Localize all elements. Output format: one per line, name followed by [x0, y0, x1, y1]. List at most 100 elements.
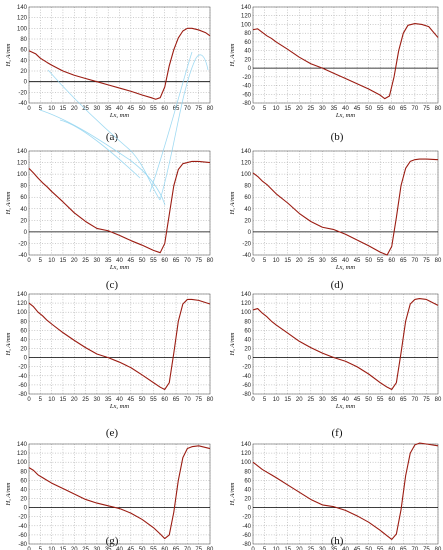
y-tick-label: 80	[244, 469, 251, 475]
x-tick-label: 5	[39, 106, 43, 112]
y-tick-label: -60	[18, 533, 27, 539]
chart-panel-3: -40 -20 0 20 40 60 80 100 120 140 0 5 10 15 20 25 30 35 40…	[229, 149, 442, 291]
x-tick-label: 65	[400, 106, 407, 112]
x-tick-label: 75	[195, 106, 202, 112]
y-tick-label: -20	[242, 75, 251, 81]
y-tick-label: 140	[17, 5, 28, 11]
x-tick-label: 20	[71, 106, 78, 112]
x-tick-label: 10	[273, 106, 280, 112]
y-tick-label: 60	[244, 195, 251, 201]
x-tick-label: 70	[412, 258, 419, 264]
y-tick-label: 60	[20, 478, 27, 484]
series-line	[28, 27, 211, 100]
x-tick-label: 30	[94, 547, 101, 550]
panel-label: (b)	[331, 131, 344, 143]
y-tick-label: 40	[20, 207, 27, 213]
x-tick-label: 45	[354, 547, 361, 550]
x-tick-label: 0	[251, 258, 255, 264]
y-tick-label: -80	[18, 542, 27, 548]
y-axis-label: H, A/mm	[229, 43, 236, 67]
y-tick-label: -60	[242, 383, 251, 389]
y-tick-label: 100	[17, 460, 28, 466]
x-tick-label: 40	[342, 258, 349, 264]
y-tick-label: 120	[17, 301, 28, 307]
y-tick-label: 20	[244, 57, 251, 63]
y-axis-label: H, A/mm	[229, 191, 236, 215]
x-tick-label: 80	[207, 106, 214, 112]
overlay-stroke	[149, 51, 193, 193]
x-tick-label: 35	[331, 106, 338, 112]
y-axis-label: H, A/mm	[5, 332, 12, 356]
y-tick-label: 120	[241, 14, 252, 20]
x-tick-label: 50	[365, 258, 372, 264]
x-tick-label: 50	[139, 397, 146, 403]
x-tick-label: 40	[342, 397, 349, 403]
x-tick-label: 80	[207, 547, 214, 550]
plot-frame	[252, 150, 439, 256]
y-tick-label: -20	[18, 365, 27, 371]
x-tick-label: 60	[388, 547, 395, 550]
x-tick-label: 20	[296, 397, 303, 403]
x-tick-label: 40	[342, 547, 349, 550]
x-tick-label: 60	[388, 258, 395, 264]
x-tick-label: 65	[400, 397, 407, 403]
y-tick-label: -40	[18, 374, 27, 380]
x-tick-label: 70	[184, 106, 191, 112]
x-tick-label: 30	[319, 258, 326, 264]
x-tick-label: 10	[48, 106, 55, 112]
x-tick-label: 25	[82, 258, 89, 264]
x-tick-label: 80	[435, 397, 442, 403]
y-tick-label: -20	[18, 90, 27, 96]
x-tick-label: 10	[273, 547, 280, 550]
chart-panel-4: -80 -60 -40 -20 0 20 40 60 80 100 120 140 0 5 10 15 20 25…	[5, 292, 214, 439]
x-tick-label: 80	[435, 106, 442, 112]
y-tick-label: 80	[244, 184, 251, 190]
y-tick-label: 40	[20, 58, 27, 64]
x-tick-label: 55	[150, 106, 157, 112]
x-tick-label: 50	[365, 106, 372, 112]
y-tick-label: 100	[241, 310, 252, 316]
x-tick-label: 25	[82, 106, 89, 112]
x-tick-label: 15	[60, 397, 67, 403]
chart-panel-6: -80 -60 -40 -20 0 20 40 60 80 100 120 140 0 5 10 15 20 25…	[5, 442, 214, 550]
overlay-stroke	[59, 119, 141, 179]
y-tick-label: 20	[20, 347, 27, 353]
x-tick-label: 35	[105, 258, 112, 264]
x-tick-label: 25	[307, 258, 314, 264]
y-axis-label: H, A/mm	[229, 482, 236, 506]
overlay-stroke	[47, 69, 161, 201]
x-tick-label: 70	[412, 397, 419, 403]
x-tick-label: 80	[435, 547, 442, 550]
x-tick-label: 0	[251, 547, 255, 550]
panel-label: (d)	[331, 279, 344, 291]
y-tick-label: 60	[244, 40, 251, 46]
y-tick-label: 60	[20, 328, 27, 334]
plot-frame	[28, 293, 211, 395]
x-tick-label: 70	[184, 397, 191, 403]
y-tick-label: 0	[24, 230, 28, 236]
x-tick-label: 15	[60, 547, 67, 550]
y-tick-label: -20	[18, 241, 27, 247]
x-tick-label: 25	[307, 397, 314, 403]
y-tick-label: 20	[244, 347, 251, 353]
y-tick-label: 80	[244, 31, 251, 37]
x-tick-label: 65	[400, 258, 407, 264]
x-tick-label: 30	[94, 106, 101, 112]
chart-panel-0: -40 -20 0 20 40 60 80 100 120 140 0 5 10 15 20 25 30 35 40…	[5, 5, 214, 143]
chart-panel-5: -80 -60 -40 -20 0 20 40 60 80 100 120 140 0 5 10 15 20 25…	[229, 292, 442, 439]
y-tick-label: -40	[18, 101, 27, 107]
x-tick-label: 75	[423, 106, 430, 112]
y-axis-label: H, A/mm	[5, 191, 12, 215]
x-tick-label: 5	[39, 258, 43, 264]
y-tick-label: 140	[241, 149, 252, 155]
x-tick-label: 55	[150, 397, 157, 403]
plot-frame	[252, 6, 439, 104]
x-tick-label: 15	[284, 397, 291, 403]
x-tick-label: 75	[195, 547, 202, 550]
x-tick-label: 35	[331, 397, 338, 403]
chart-panel-1: -80 -60 -40 -20 0 20 40 60 80 100 120 140 0 5 10 15 20 25…	[229, 5, 442, 143]
x-axis-label: Lx, mm	[109, 403, 129, 410]
x-tick-label: 55	[377, 106, 384, 112]
x-tick-label: 70	[184, 547, 191, 550]
x-tick-label: 45	[127, 106, 134, 112]
